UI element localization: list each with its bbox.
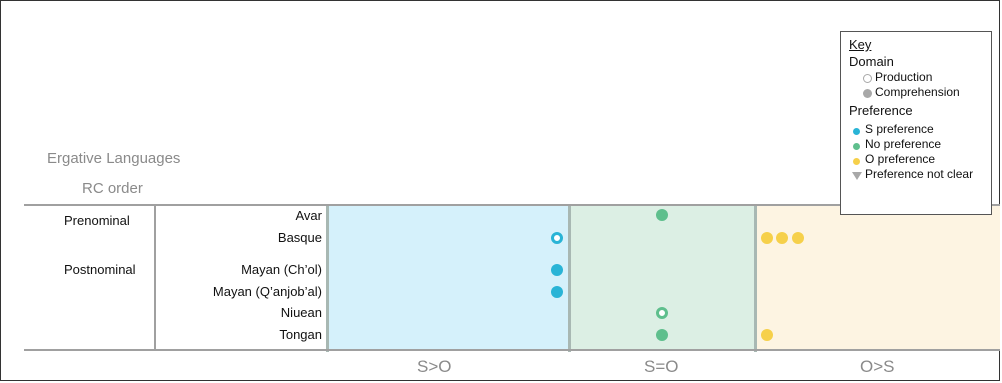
legend-o-preference-label: O preference: [865, 152, 936, 166]
legend-title: Key: [849, 37, 872, 52]
legend-not-clear-label: Preference not clear: [865, 167, 974, 181]
zone-o-greater-s: [756, 205, 1000, 349]
language-label: Basque: [277, 230, 322, 245]
legend-no-preference-label: No preference: [865, 137, 942, 151]
axis-label-s-greater-o: S>O: [417, 357, 452, 376]
tongan-comprehension-no-preference-dot: [656, 329, 668, 341]
zone-s-equal-o: [570, 205, 756, 349]
avar-comprehension-no-preference-dot: [656, 209, 668, 221]
legend-comprehension-label: Comprehension: [875, 85, 960, 99]
s-preference-icon: [853, 128, 860, 135]
rc-order-postnominal: Postnominal: [64, 262, 136, 277]
legend-production-label: Production: [875, 70, 933, 84]
tongan-comprehension-o-preference-dot: [761, 329, 773, 341]
basque-comprehension-o-preference-dot: [761, 232, 773, 244]
zone-divider: [326, 205, 329, 352]
niuean-production-no-preference-dot: [656, 307, 668, 319]
basque-comprehension-o-preference-dot: [776, 232, 788, 244]
basque-production-s-preference-dot: [551, 232, 563, 244]
language-label: Avar: [295, 208, 323, 223]
axis-label-s-equal-o: S=O: [644, 357, 679, 376]
rc-order-prenominal: Prenominal: [64, 213, 130, 228]
legend-key: Key Domain Production Comprehension Pref…: [840, 31, 992, 215]
qanjobal-comprehension-s-preference-dot: [551, 286, 563, 298]
table-bottom-rule: [24, 349, 1000, 351]
preference-not-clear-icon: [852, 172, 862, 180]
axis-label-o-greater-s: O>S: [860, 357, 895, 376]
table-top-rule: [24, 204, 1000, 206]
legend-preference-heading: Preference: [849, 103, 913, 118]
chol-comprehension-s-preference-dot: [551, 264, 563, 276]
comprehension-icon: [863, 89, 872, 98]
rc-order-label: RC order: [82, 180, 143, 197]
language-label: Mayan (Q’anjob’al): [212, 284, 322, 299]
basque-comprehension-o-preference-dot: [792, 232, 804, 244]
legend-domain-heading: Domain: [849, 54, 894, 69]
production-icon: [863, 74, 872, 83]
o-preference-icon: [853, 158, 860, 165]
zone-s-greater-o: [327, 205, 570, 349]
language-label: Mayan (Ch’ol): [241, 262, 322, 277]
language-label: Niuean: [280, 305, 322, 320]
no-preference-icon: [853, 143, 860, 150]
figure-title: Ergative Languages: [47, 150, 181, 167]
zone-divider: [754, 205, 757, 352]
legend-s-preference-label: S preference: [865, 122, 934, 136]
zone-divider: [568, 205, 571, 352]
language-label: Tongan: [279, 327, 322, 342]
column-divider: [154, 205, 156, 351]
